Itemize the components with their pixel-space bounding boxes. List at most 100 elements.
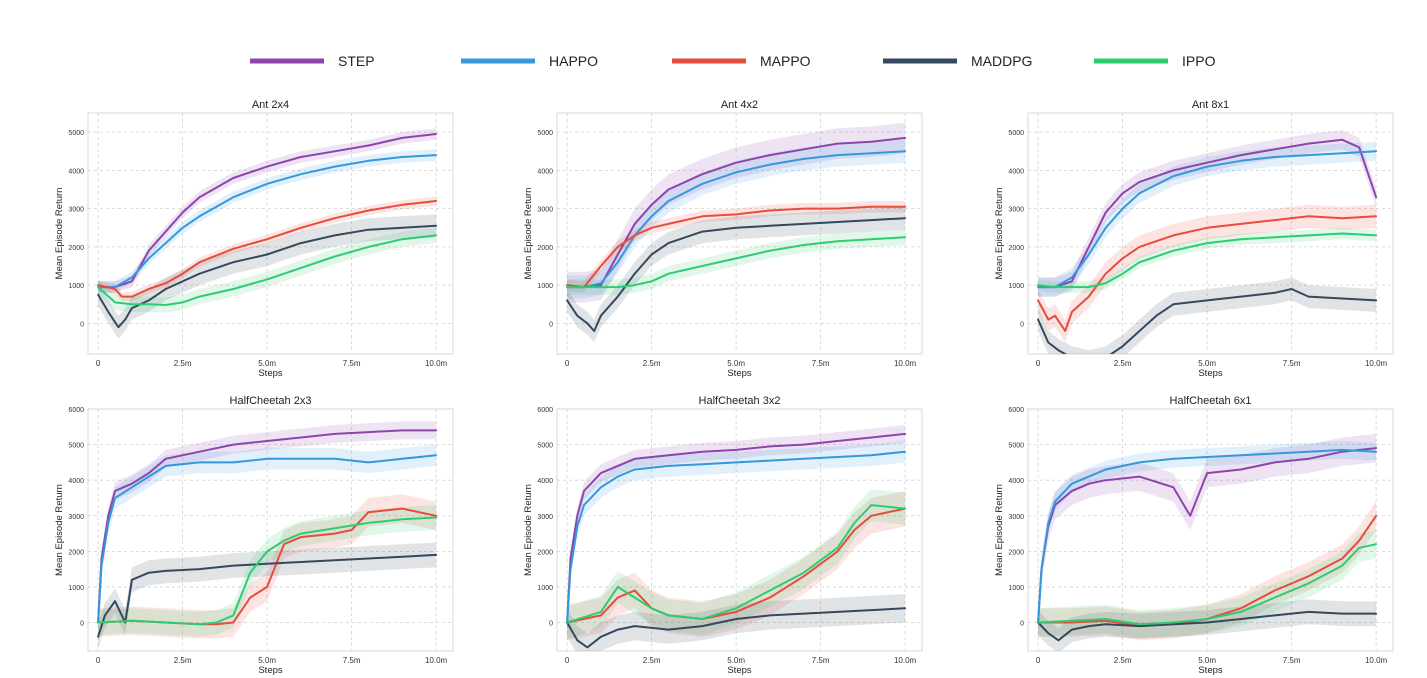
legend-label-mappo: MAPPO <box>760 53 811 69</box>
chart-grid: 0 2.5m 5.0m 7.5m 10.0m 0 1000 2000 3000 4000 5000 A… <box>54 99 1394 676</box>
y-axis-label: Mean Episode Return <box>994 188 1005 280</box>
x-tick-label: 2.5m <box>1114 359 1132 368</box>
chart-title: Ant 4x2 <box>721 99 758 111</box>
x-tick-label: 10.0m <box>425 359 448 368</box>
x-tick-label: 0 <box>565 359 570 368</box>
x-axis-label: Steps <box>1198 368 1223 379</box>
y-tick-label: 1000 <box>537 585 553 592</box>
y-tick-label: 2000 <box>537 245 553 252</box>
y-tick-label: 5000 <box>1008 130 1024 137</box>
y-tick-label: 1000 <box>537 283 553 290</box>
series-line-ippo <box>1037 543 1378 626</box>
series-band-maddpg <box>1038 277 1377 354</box>
y-tick-label: 1000 <box>68 283 84 290</box>
legend-label-ippo: IPPO <box>1182 53 1216 69</box>
x-axis-label: Steps <box>258 665 283 676</box>
series-line-mappo <box>1037 514 1378 628</box>
series-line-ippo <box>97 516 438 626</box>
y-tick-label: 4000 <box>68 478 84 485</box>
chart-title: HalfCheetah 2x3 <box>230 395 312 407</box>
y-tick-label: 3000 <box>1008 207 1024 214</box>
y-tick-label: 1000 <box>1008 585 1024 592</box>
chart-title: Ant 8x1 <box>1192 99 1229 111</box>
series-band-ippo <box>567 489 906 639</box>
chart-title: HalfCheetah 3x2 <box>699 395 781 407</box>
x-tick-label: 0 <box>1036 359 1041 368</box>
series-band-mappo <box>1038 501 1377 641</box>
series-band-ippo <box>98 505 437 637</box>
series-band-step <box>567 425 906 632</box>
plot-marks <box>97 421 438 650</box>
plot-area <box>1027 408 1394 652</box>
legend-label-step: STEP <box>338 53 375 69</box>
y-axis-label: Mean Episode Return <box>523 188 534 280</box>
plot-area <box>87 112 454 355</box>
x-tick-label: 5.0m <box>1198 359 1216 368</box>
x-tick-label: 10.0m <box>1365 359 1388 368</box>
y-axis-label: Mean Episode Return <box>994 484 1005 576</box>
x-tick-label: 0 <box>565 656 570 665</box>
series-line-happo <box>97 454 438 624</box>
chart-title: HalfCheetah 6x1 <box>1170 395 1252 407</box>
series-band-maddpg <box>567 594 906 651</box>
series-band-mappo <box>98 196 437 302</box>
plot-marks <box>1037 130 1378 354</box>
series-line-step <box>566 432 907 624</box>
y-tick-label: 5000 <box>68 130 84 137</box>
legend-item-happo: HAPPO <box>461 53 598 69</box>
y-tick-label: 2000 <box>1008 549 1024 556</box>
y-tick-label: 5000 <box>68 443 84 450</box>
y-tick-label: 3000 <box>537 207 553 214</box>
series-line-happo <box>97 154 438 289</box>
x-tick-label: 5.0m <box>1198 656 1216 665</box>
y-tick-label: 4000 <box>1008 168 1024 175</box>
series-line-maddpg <box>566 217 907 332</box>
x-tick-label: 2.5m <box>174 359 192 368</box>
y-tick-label: 0 <box>549 621 553 628</box>
y-tick-label: 3000 <box>68 514 84 521</box>
y-tick-label: 2000 <box>68 549 84 556</box>
y-tick-label: 2000 <box>537 549 553 556</box>
x-tick-label: 5.0m <box>258 656 276 665</box>
x-tick-label: 7.5m <box>343 359 361 368</box>
series-band-ippo <box>98 227 437 313</box>
plot-marks <box>1037 433 1378 651</box>
x-axis-label: Steps <box>727 368 752 379</box>
y-tick-label: 4000 <box>537 478 553 485</box>
series-band-step <box>1038 433 1377 637</box>
series-line-ippo <box>566 504 907 624</box>
plot-marks <box>97 128 438 339</box>
series-line-happo <box>1037 448 1378 624</box>
series-line-step <box>97 133 438 289</box>
legend-label-maddpg: MADDPG <box>971 53 1032 69</box>
x-tick-label: 10.0m <box>425 656 448 665</box>
series-band-maddpg <box>1038 599 1377 651</box>
series-line-mappo <box>97 200 438 298</box>
legend-item-maddpg: MADDPG <box>883 53 1032 69</box>
x-tick-label: 7.5m <box>1283 359 1301 368</box>
legend-label-happo: HAPPO <box>549 53 598 69</box>
y-tick-label: 3000 <box>537 514 553 521</box>
legend-item-step: STEP <box>250 53 375 69</box>
series-line-maddpg <box>97 224 438 329</box>
x-tick-label: 10.0m <box>1365 656 1388 665</box>
x-axis-label: Steps <box>727 665 752 676</box>
chart-panel-halfcheetah-2x3: 0 2.5m 5.0m 7.5m 10.0m 0 1000 2000 3000 4000 5000 6… <box>54 395 454 676</box>
series-band-ippo <box>1038 227 1377 293</box>
x-tick-label: 7.5m <box>1283 656 1301 665</box>
y-tick-label: 6000 <box>68 407 84 414</box>
y-axis-label: Mean Episode Return <box>54 188 65 280</box>
y-tick-label: 0 <box>1020 621 1024 628</box>
series-line-happo <box>566 150 907 289</box>
y-tick-label: 6000 <box>537 407 553 414</box>
y-tick-label: 3000 <box>1008 514 1024 521</box>
series-line-mappo <box>1037 215 1378 332</box>
series-line-mappo <box>566 205 907 289</box>
y-tick-label: 0 <box>549 321 553 328</box>
x-tick-label: 10.0m <box>894 359 917 368</box>
series-band-happo <box>98 444 437 634</box>
y-tick-label: 0 <box>80 321 84 328</box>
y-axis-label: Mean Episode Return <box>523 484 534 576</box>
series-band-mappo <box>567 490 906 641</box>
x-tick-label: 2.5m <box>174 656 192 665</box>
